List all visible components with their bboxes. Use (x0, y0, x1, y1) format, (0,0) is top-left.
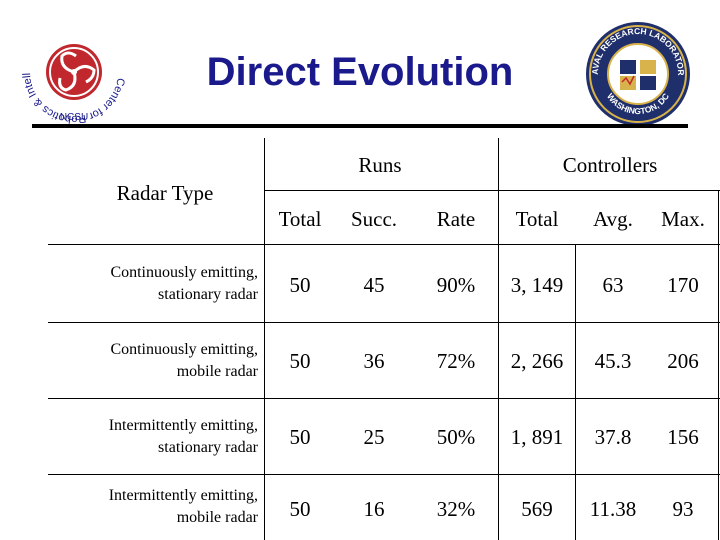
row-label-line: Intermittently emitting, (108, 487, 258, 504)
row-label-line: stationary radar (158, 439, 258, 456)
cell-runs-total: 50 (289, 272, 311, 297)
header-controllers: Controllers (562, 152, 658, 177)
cell-runs-total: 50 (289, 424, 311, 449)
cri-triskelion-logo-icon: Center for Robotics & Intelligent Machin… (13, 7, 126, 125)
cell-runs-total: 50 (289, 348, 311, 373)
column-header-runs-succ: Succ. (350, 206, 398, 231)
row-label-line: stationary radar (158, 286, 258, 303)
cell-controllers-total: 3, 149 (510, 272, 564, 297)
column-header-controllers-max: Max. (661, 206, 705, 231)
row-label: Intermittently emitting, mobile radar (48, 485, 258, 529)
cell-runs-total: 50 (289, 496, 311, 521)
table-divider-horizontal (48, 322, 720, 323)
cell-controllers-max: 156 (667, 424, 699, 449)
row-label: Continuously emitting, stationary radar (48, 262, 258, 306)
column-header-runs-rate: Rate (436, 206, 476, 231)
cri-bottom-text: · NCSU · (54, 112, 95, 123)
cri-logo: Center for Robotics & Intelligent Machin… (13, 7, 130, 128)
table-divider-vertical (264, 138, 265, 540)
slide-title: Direct Evolution (206, 50, 514, 94)
cell-controllers-total: 2, 266 (510, 348, 564, 373)
row-label: Intermittently emitting, stationary rada… (48, 415, 258, 459)
table-divider-vertical (575, 244, 576, 540)
table-divider-horizontal (48, 398, 720, 399)
nrl-seal-logo-icon: NAVAL RESEARCH LABORATORY WASHINGTON, DC (581, 12, 690, 126)
nrl-logo: NAVAL RESEARCH LABORATORY WASHINGTON, DC (581, 12, 692, 128)
cell-controllers-max: 93 (672, 496, 694, 521)
column-header-controllers-total: Total (515, 206, 559, 231)
cell-controllers-total: 569 (521, 496, 553, 521)
table-divider-vertical (718, 190, 719, 540)
cell-runs-rate: 90% (436, 272, 476, 297)
row-label-line: Continuously emitting, (110, 341, 258, 358)
cell-runs-succ: 25 (363, 424, 385, 449)
cell-runs-rate: 50% (436, 424, 476, 449)
table-divider-vertical (498, 138, 499, 540)
cell-controllers-avg: 45.3 (594, 348, 632, 373)
cell-controllers-avg: 63 (602, 272, 624, 297)
row-label-line: mobile radar (176, 363, 258, 380)
table-divider-horizontal (264, 190, 720, 191)
table-divider-horizontal (48, 474, 720, 475)
row-label-line: Intermittently emitting, (108, 417, 258, 434)
cell-controllers-avg: 11.38 (589, 496, 637, 521)
header-divider (32, 124, 688, 128)
header-radar-type: Radar Type (116, 180, 214, 205)
cell-controllers-max: 170 (667, 272, 699, 297)
row-label-line: Continuously emitting, (110, 264, 258, 281)
cell-controllers-max: 206 (667, 348, 699, 373)
cell-runs-succ: 16 (363, 496, 385, 521)
cell-runs-rate: 32% (436, 496, 476, 521)
row-label-line: mobile radar (176, 509, 258, 526)
column-header-controllers-avg: Avg. (593, 206, 633, 231)
cell-runs-succ: 45 (363, 272, 385, 297)
column-header-runs-total: Total (278, 206, 322, 231)
cell-controllers-total: 1, 891 (510, 424, 564, 449)
cell-runs-rate: 72% (436, 348, 476, 373)
cell-runs-succ: 36 (363, 348, 385, 373)
row-label: Continuously emitting, mobile radar (48, 339, 258, 383)
cell-controllers-avg: 37.8 (594, 424, 632, 449)
table-divider-horizontal (48, 244, 720, 245)
header-runs: Runs (358, 152, 402, 177)
